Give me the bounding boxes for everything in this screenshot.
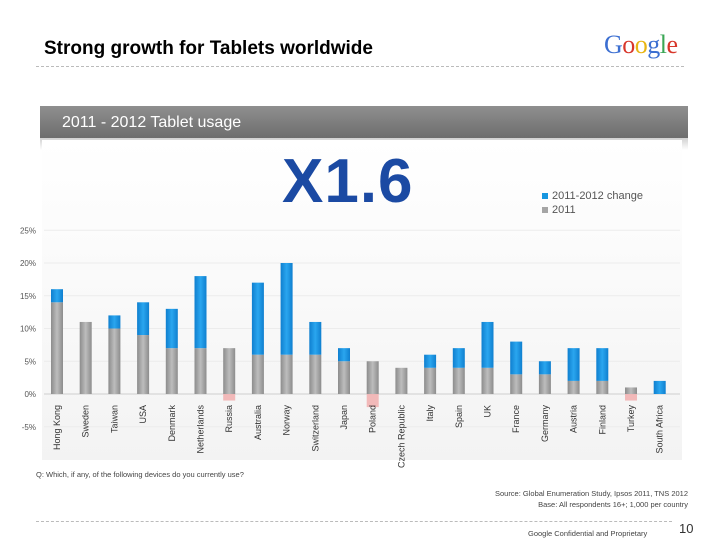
category-label: Norway — [282, 405, 292, 436]
bar-2011 — [625, 387, 637, 394]
category-label: France — [511, 405, 521, 433]
bar-2011 — [251, 354, 264, 394]
category-label: USA — [138, 405, 148, 424]
category-label: Spain — [454, 405, 464, 428]
category-label: Denmark — [167, 405, 177, 442]
legend-swatch — [542, 193, 548, 199]
page-number: 10 — [679, 521, 694, 536]
bar-change — [165, 308, 178, 349]
legend-label: 2011 — [552, 204, 576, 216]
bar-change — [538, 361, 551, 375]
bar-change — [51, 289, 63, 303]
bar-change — [567, 348, 580, 381]
source-note: Source: Global Enumeration Study, Ipsos … — [495, 488, 688, 510]
category-label: Australia — [253, 405, 263, 440]
bar-change — [481, 321, 494, 368]
slide-title: Strong growth for Tablets worldwide — [44, 38, 373, 59]
category-label: Poland — [368, 405, 378, 433]
category-label: Russia — [224, 405, 234, 433]
bar-change-negative — [366, 394, 379, 408]
survey-question: Q: Which, if any, of the following devic… — [36, 470, 244, 479]
y-tick-label: 25% — [20, 226, 36, 235]
category-label: Czech Republic — [396, 405, 406, 469]
section-banner-label: 2011 - 2012 Tablet usage — [62, 114, 242, 131]
bar-change — [108, 315, 121, 329]
bar-change — [596, 348, 609, 381]
y-tick-label: 0% — [24, 390, 36, 399]
bar-2011 — [567, 380, 580, 394]
bar-2011 — [79, 321, 92, 394]
legend-swatch — [542, 207, 548, 213]
bar-2011 — [424, 367, 437, 394]
category-label: Finland — [597, 405, 607, 435]
bar-2011 — [395, 367, 408, 394]
plot-background — [42, 140, 682, 460]
bar-2011 — [481, 367, 494, 394]
category-label: Taiwan — [109, 405, 119, 433]
logo-letter: o — [622, 30, 635, 59]
category-label: Turkey — [626, 405, 636, 433]
y-tick-label: 5% — [24, 357, 36, 366]
bar-2011 — [280, 354, 293, 394]
bar-2011 — [309, 354, 322, 394]
legend-label: 2011-2012 change — [552, 190, 643, 202]
bar-change — [338, 348, 350, 362]
bar-2011 — [165, 348, 178, 394]
bar-change — [424, 354, 437, 368]
bar-change — [452, 348, 465, 368]
bar-change — [194, 276, 207, 349]
logo-letter: G — [604, 30, 623, 59]
category-label: Netherlands — [196, 405, 206, 454]
category-label: Italy — [425, 405, 435, 422]
logo-letter: o — [634, 30, 648, 59]
bar-2011 — [538, 374, 551, 394]
category-label: Sweden — [81, 405, 91, 438]
category-label: UK — [483, 405, 493, 418]
bar-change — [251, 282, 264, 355]
bar-2011 — [452, 367, 465, 394]
logo-letter: e — [666, 30, 679, 59]
y-tick-label: 10% — [20, 325, 36, 334]
google-logo: Google — [604, 30, 678, 60]
y-tick-label: 20% — [20, 259, 36, 268]
base-line: Base: All respondents 16+; 1,000 per cou… — [538, 500, 688, 509]
y-tick-label: -5% — [22, 423, 36, 432]
bar-2011 — [338, 361, 350, 394]
category-label: Germany — [540, 405, 550, 443]
category-label: Japan — [339, 405, 349, 430]
growth-multiplier: X1.6 — [282, 147, 414, 216]
category-label: South Africa — [655, 405, 665, 454]
bar-2011 — [596, 380, 609, 394]
category-label: Switzerland — [310, 405, 320, 452]
y-tick-label: 15% — [20, 292, 36, 301]
bar-change — [137, 302, 150, 336]
bar-change — [653, 380, 666, 394]
bar-2011 — [137, 335, 150, 394]
confidential-note: Google Confidential and Proprietary — [528, 529, 648, 538]
title-divider — [36, 66, 684, 67]
bar-change — [510, 341, 523, 375]
footer-divider — [36, 521, 672, 522]
bar-2011 — [223, 348, 236, 394]
source-line: Source: Global Enumeration Study, Ipsos … — [494, 489, 688, 498]
bar-2011 — [108, 328, 121, 394]
bar-2011 — [194, 348, 207, 394]
bar-2011 — [51, 302, 63, 394]
bar-change — [280, 263, 293, 355]
category-label: Hong Kong — [52, 405, 62, 450]
bar-change — [309, 321, 322, 355]
bar-change-negative — [625, 394, 637, 401]
bar-2011 — [510, 374, 523, 394]
bar-2011 — [366, 361, 379, 394]
logo-letter: l — [659, 30, 667, 59]
bar-change-negative — [223, 394, 236, 401]
category-label: Austria — [569, 405, 579, 433]
logo-letter: g — [647, 30, 660, 59]
